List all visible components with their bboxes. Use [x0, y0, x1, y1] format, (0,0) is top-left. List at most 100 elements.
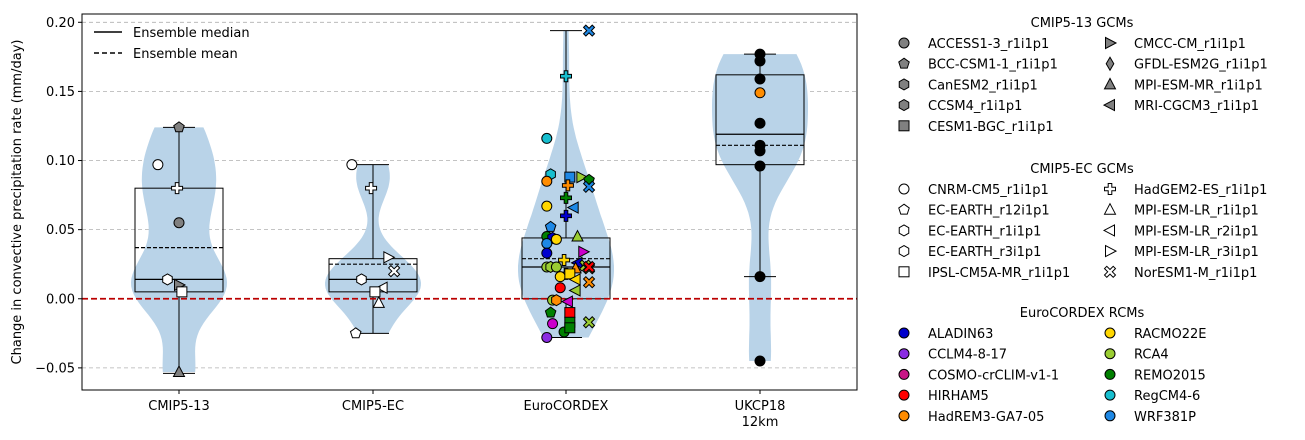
data-point	[582, 260, 596, 274]
data-point	[369, 286, 381, 298]
legend-marker	[1102, 98, 1115, 112]
x-tick-label: 12km	[742, 415, 779, 430]
legend-marker	[898, 348, 910, 360]
box	[521, 237, 611, 300]
data-point	[349, 327, 362, 339]
legend-marker	[898, 37, 910, 49]
data-point	[554, 282, 566, 294]
legend-label: CanESM2_r1i1p1	[928, 78, 1038, 93]
data-point	[560, 191, 572, 204]
legend-marker	[1103, 202, 1117, 215]
data-point	[356, 273, 367, 286]
data-point	[372, 295, 386, 308]
legend-marker	[898, 224, 910, 237]
legend-marker	[898, 327, 910, 339]
y-axis: −0.05 0.00 0.05 0.10 0.15 0.20	[35, 16, 82, 376]
plot-frame	[81, 13, 858, 391]
data-point	[571, 229, 584, 242]
data-point	[550, 261, 562, 273]
legend-marker	[1104, 368, 1116, 380]
x-tick-label: EuroCORDEX	[524, 399, 609, 414]
legend-label: CCLM4-8-17	[928, 348, 1007, 363]
legend-marker	[898, 203, 910, 215]
legend-label: HadGEM2-ES_r1i1p1	[1134, 183, 1267, 198]
legend-label: COSMO-crCLIM-v1-1	[928, 368, 1059, 383]
y-tick-label: 0.15	[46, 85, 75, 100]
box-plots	[134, 30, 805, 374]
data-point	[541, 247, 553, 259]
legend-marker	[1105, 36, 1118, 50]
legend-label: MRI-CGCM3_r1i1p1	[1134, 99, 1259, 114]
data-point	[754, 271, 766, 283]
legend-label: EC-EARTH_r12i1p1	[928, 204, 1050, 219]
data-point	[551, 294, 562, 307]
data-point	[558, 254, 571, 267]
legend-label: Ensemble mean	[133, 47, 238, 62]
y-tick-label: 0.05	[46, 223, 75, 238]
legend-label: HadREM3-GA7-05	[928, 410, 1044, 425]
data-point	[544, 220, 557, 232]
y-tick-label: 0.20	[46, 16, 75, 31]
legend-marker	[1104, 183, 1116, 195]
data-point	[173, 121, 185, 133]
data-point	[560, 209, 572, 222]
legend-label: EC-EARTH_r3i1p1	[928, 245, 1041, 260]
model-points	[152, 24, 766, 378]
data-point	[541, 331, 553, 343]
x-tick-label: CMIP5-13	[148, 399, 209, 414]
legend-marker	[898, 120, 910, 132]
data-point	[568, 273, 581, 286]
legend-label: CCSM4_r1i1p1	[928, 99, 1022, 114]
legend-label: Ensemble median	[133, 26, 250, 41]
legend-label: ALADIN63	[928, 327, 993, 342]
data-point	[578, 245, 591, 259]
data-point	[754, 117, 766, 129]
data-point	[754, 355, 766, 367]
legend-marker	[1105, 244, 1118, 258]
data-point	[754, 145, 766, 157]
data-point	[582, 180, 596, 194]
data-point	[564, 307, 576, 319]
legend-marker	[1105, 56, 1115, 72]
legend-label: RCA4	[1134, 348, 1169, 363]
legend-marker	[1104, 327, 1116, 339]
legend-marker	[1104, 389, 1116, 401]
legend-label: CMCC-CM_r1i1p1	[1134, 37, 1246, 52]
legend-title: CMIP5-EC GCMs	[1030, 162, 1134, 177]
legend-label: RACMO22E	[1134, 327, 1206, 342]
legend-label: WRF381P	[1134, 410, 1196, 425]
legend-label: ACCESS1-3_r1i1p1	[928, 37, 1049, 52]
legend-label: EC-EARTH_r1i1p1	[928, 224, 1041, 239]
data-point	[176, 286, 188, 298]
data-point	[564, 322, 576, 334]
legend-marker	[898, 368, 910, 380]
data-point	[541, 175, 553, 187]
data-point	[172, 364, 186, 378]
legend-marker	[898, 389, 910, 401]
data-point	[754, 160, 766, 172]
data-point	[568, 284, 581, 297]
data-point	[560, 295, 573, 308]
data-point	[544, 306, 557, 318]
legend-label: RegCM4-6	[1134, 389, 1200, 404]
x-tick-label: CMIP5-EC	[342, 399, 404, 414]
data-point	[547, 318, 559, 330]
legend-label: IPSL-CM5A-MR_r1i1p1	[928, 266, 1070, 281]
data-point	[550, 233, 562, 245]
legend-marker	[1102, 224, 1115, 237]
data-point	[754, 55, 766, 67]
legend-marker	[898, 99, 910, 112]
data-point	[541, 200, 553, 212]
data-point	[383, 250, 396, 264]
legend-label: HIRHAM5	[928, 389, 989, 404]
data-point	[754, 87, 766, 99]
data-point	[582, 316, 596, 329]
data-point	[582, 24, 596, 37]
legend-marker	[898, 245, 910, 258]
legend-label: MPI-ESM-MR_r1i1p1	[1134, 78, 1263, 93]
ensemble-legend: Ensemble median Ensemble mean	[94, 26, 250, 62]
data-point	[541, 132, 553, 144]
legend-label: CNRM-CM5_r1i1p1	[928, 183, 1049, 198]
